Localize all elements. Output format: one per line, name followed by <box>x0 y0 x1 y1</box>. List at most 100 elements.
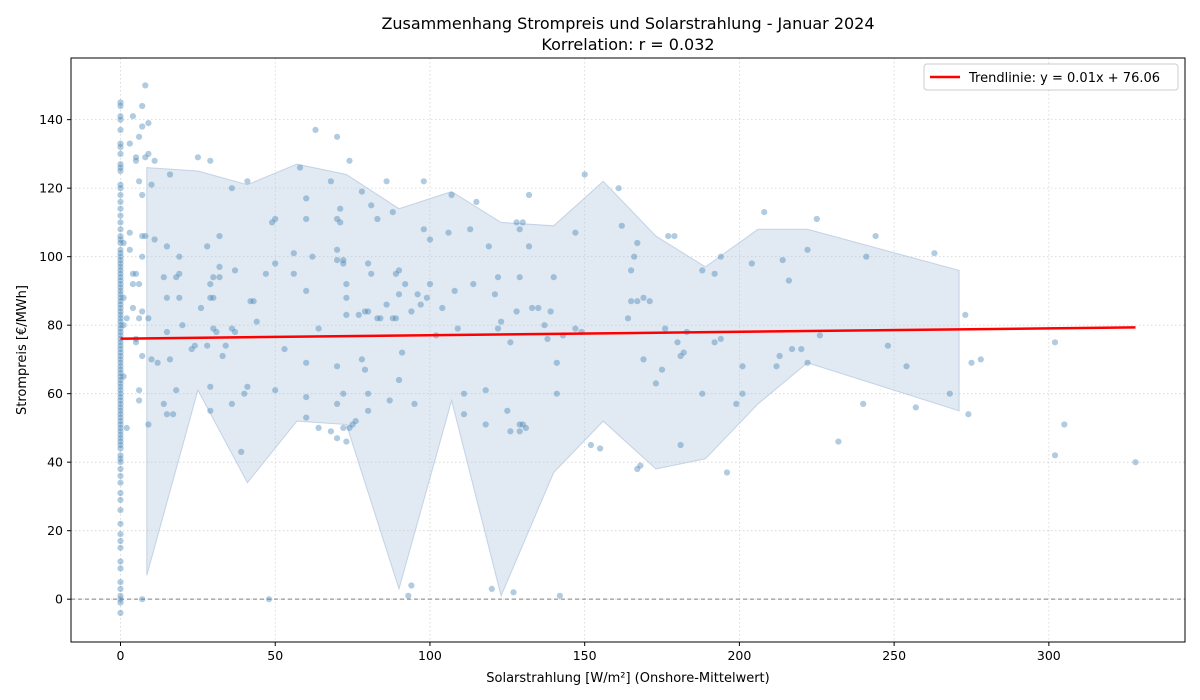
scatter-point <box>117 332 124 339</box>
scatter-point <box>117 318 124 325</box>
scatter-point <box>343 438 350 445</box>
scatter-point <box>965 411 972 418</box>
scatter-point <box>863 253 870 260</box>
scatter-point <box>129 281 136 288</box>
scatter-point <box>117 219 124 226</box>
scatter-point <box>166 356 174 363</box>
scatter-point <box>482 421 489 428</box>
scatter-point <box>640 294 647 301</box>
scatter-point <box>448 191 455 199</box>
scatter-point <box>117 144 124 151</box>
scatter-point <box>739 363 746 370</box>
scatter-point <box>231 328 239 336</box>
scatter-point <box>117 380 124 387</box>
scatter-point <box>494 274 502 281</box>
legend: Trendlinie: y = 0.01x + 76.06 <box>923 63 1179 91</box>
scatter-point <box>535 304 542 312</box>
scatter-point <box>634 298 641 305</box>
scatter-point <box>145 150 152 157</box>
scatter-point <box>231 267 239 274</box>
scatter-point <box>117 263 124 270</box>
scatter-point <box>392 270 399 277</box>
scatter-point <box>117 465 124 473</box>
scatter-point <box>776 352 783 360</box>
y-tick-label: 100 <box>39 249 63 264</box>
x-tick-label: 150 <box>573 648 597 663</box>
scatter-point <box>207 294 214 301</box>
scatter-point <box>804 246 811 253</box>
scatter-point <box>173 387 180 394</box>
scatter-point <box>470 281 477 288</box>
scatter-point <box>136 397 143 404</box>
scatter-point <box>361 366 369 373</box>
scatter-point <box>163 243 170 250</box>
scatter-point <box>117 298 124 305</box>
scatter-point <box>117 472 124 479</box>
scatter-point <box>553 359 560 366</box>
scatter-point <box>733 400 740 407</box>
scatter-point <box>315 424 322 431</box>
scatter-point <box>315 325 322 332</box>
scatter-point <box>222 342 229 349</box>
scatter-point <box>191 342 198 349</box>
scatter-point <box>151 157 158 164</box>
scatter-point <box>253 318 260 325</box>
scatter-point <box>485 243 492 250</box>
scatter-point <box>395 376 403 384</box>
x-tick-label: 250 <box>882 648 906 663</box>
scatter-point <box>723 469 731 476</box>
scatter-point <box>262 270 269 277</box>
scatter-point <box>123 424 130 431</box>
scatter-point <box>117 585 124 593</box>
scatter-point <box>717 253 724 260</box>
scatter-point <box>148 356 155 363</box>
scatter-point <box>634 465 641 473</box>
x-tick-label: 50 <box>267 648 283 663</box>
scatter-point <box>804 359 811 366</box>
scatter-point <box>334 215 341 223</box>
scatter-point <box>640 356 647 363</box>
scatter-point <box>361 308 369 315</box>
scatter-point <box>117 301 124 308</box>
scatter-point <box>281 346 288 353</box>
scatter-point <box>129 304 136 312</box>
scatter-point <box>117 270 124 277</box>
scatter-point <box>334 435 341 442</box>
scatter-point <box>835 438 842 445</box>
scatter-point <box>117 99 124 106</box>
y-tick-label: 80 <box>47 318 63 333</box>
scatter-point <box>117 376 124 384</box>
scatter-point <box>365 407 372 414</box>
scatter-point <box>631 253 638 260</box>
scatter-point <box>389 315 396 322</box>
scatter-point <box>368 202 375 209</box>
scatter-point <box>402 281 409 288</box>
scatter-point <box>117 390 124 397</box>
scatter-point <box>176 253 183 260</box>
scatter-point <box>207 407 214 414</box>
scatter-point <box>977 356 984 363</box>
scatter-point <box>117 236 124 243</box>
grid <box>71 58 1185 642</box>
scatter-point <box>188 346 195 353</box>
scatter-point <box>269 219 276 226</box>
y-tick-label: 20 <box>47 523 63 538</box>
scatter-point <box>117 537 124 545</box>
scatter-point <box>699 390 706 397</box>
scatter-point <box>460 411 468 418</box>
scatter-point <box>931 250 938 257</box>
scatter-point <box>303 287 310 294</box>
scatter-point <box>377 315 384 322</box>
scatter-point <box>216 274 223 281</box>
scatter-point <box>117 140 124 147</box>
scatter-point <box>711 270 718 277</box>
scatter-point <box>117 373 124 380</box>
x-tick-label: 0 <box>117 648 125 663</box>
scatter-point <box>374 215 381 223</box>
scatter-point <box>711 339 718 346</box>
scatter-point <box>117 315 124 322</box>
scatter-point <box>176 270 183 277</box>
scatter-point <box>1061 421 1068 428</box>
scatter-point <box>788 346 796 353</box>
scatter-point <box>1051 452 1059 459</box>
